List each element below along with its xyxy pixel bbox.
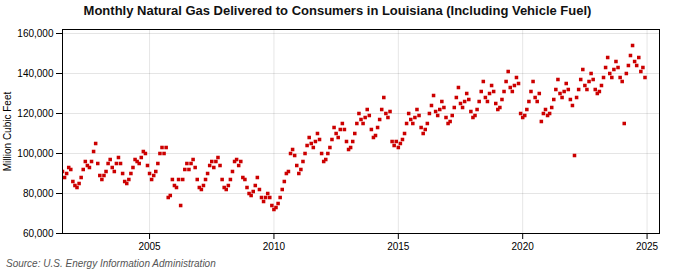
svg-text:Million Cubic Feet: Million Cubic Feet (2, 92, 13, 172)
svg-text:2015: 2015 (387, 241, 410, 252)
svg-text:2005: 2005 (138, 241, 161, 252)
svg-text:80,000: 80,000 (23, 188, 54, 199)
svg-text:140,000: 140,000 (17, 68, 54, 79)
html-text:Monthly Natural Gas Delivered: Monthly Natural Gas Delivered to Consume… (83, 3, 592, 18)
svg-text:60,000: 60,000 (23, 228, 54, 239)
html-text:Source: U.S. Energy Informatio: Source: U.S. Energy Information Administ… (6, 258, 216, 269)
svg-text:100,000: 100,000 (17, 148, 54, 159)
svg-text:160,000: 160,000 (17, 28, 54, 39)
svg-text:2025: 2025 (636, 241, 659, 252)
svg-text:120,000: 120,000 (17, 108, 54, 119)
svg-text:2010: 2010 (263, 241, 286, 252)
svg-text:2020: 2020 (512, 241, 535, 252)
